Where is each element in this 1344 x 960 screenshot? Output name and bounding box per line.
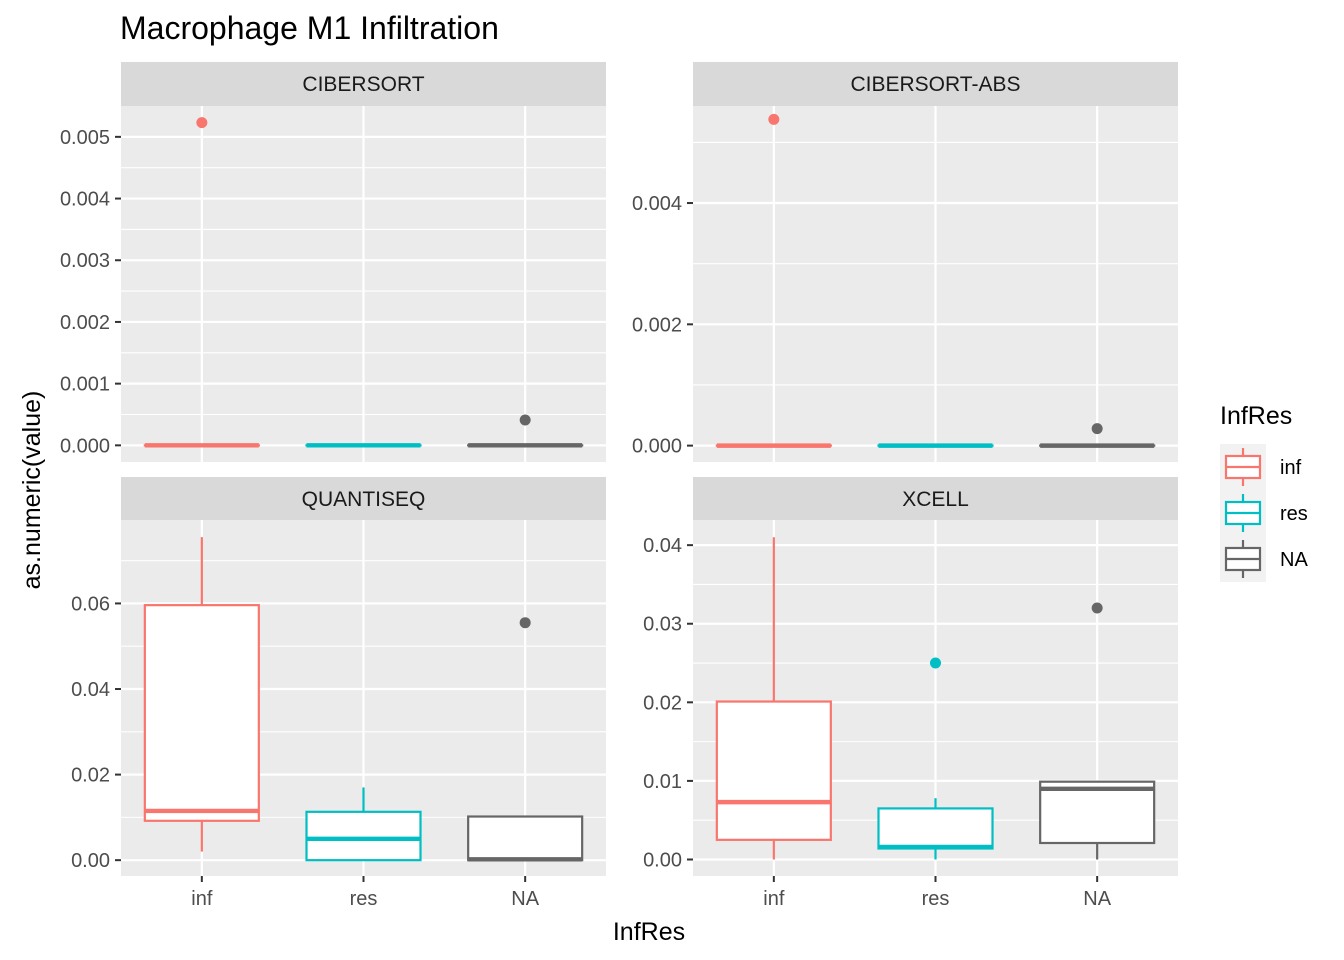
- box-res: [877, 657, 994, 860]
- x-tick-label: inf: [763, 888, 785, 910]
- legend-label: inf: [1280, 457, 1302, 479]
- y-tick-label: 0.004: [632, 193, 682, 215]
- y-tick-label: 0.005: [60, 127, 110, 149]
- legend-label: res: [1280, 503, 1308, 525]
- facet-panels: CIBERSORT0.0000.0010.0020.0030.0040.005C…: [60, 62, 1178, 910]
- iqr-box: [467, 815, 584, 862]
- box-na: [1039, 423, 1156, 448]
- facet-strip: [121, 477, 606, 521]
- box-inf: [715, 537, 832, 860]
- legend: InfRes inf res NA: [1220, 402, 1308, 582]
- legend-item-res: res: [1224, 494, 1308, 532]
- box-na: [467, 414, 584, 448]
- y-tick-label: 0.02: [71, 765, 110, 787]
- legend-title: InfRes: [1220, 402, 1292, 430]
- legend-item-na: NA: [1224, 540, 1308, 578]
- outlier-point: [930, 657, 941, 669]
- y-tick-label: 0.002: [632, 314, 682, 336]
- x-axis-title: InfRes: [613, 918, 685, 946]
- iqr-box: [877, 807, 994, 850]
- legend-item-inf: inf: [1224, 448, 1302, 486]
- y-axis-title: as.numeric(value): [18, 391, 46, 590]
- y-tick-label: 0.00: [71, 850, 110, 872]
- y-tick-label: 0.00: [643, 849, 682, 871]
- outlier-point: [1091, 423, 1103, 435]
- facet-panel: CIBERSORT 0.000 0.001 0.002 0.003 0.004 0.005: [60, 62, 606, 462]
- iqr-box: [305, 810, 422, 862]
- y-tick-label: 0.004: [60, 189, 110, 211]
- box-inf: [715, 113, 832, 448]
- facet-strip: [121, 62, 606, 106]
- facet-strip-label: XCELL: [902, 488, 969, 511]
- y-tick-label: 0.03: [643, 614, 682, 636]
- x-tick-label: res: [350, 888, 378, 910]
- facet-panel: CIBERSORT-ABS 0.000 0.002 0.004: [632, 62, 1178, 462]
- facet-panel: QUANTISEQ 0.00 0.02 0.04 0.06 inf res NA: [71, 477, 606, 910]
- iqr-box: [1039, 780, 1156, 845]
- y-tick-label: 0.04: [643, 535, 682, 557]
- legend-items: inf res NA: [1220, 444, 1308, 582]
- y-tick-label: 0.003: [60, 250, 110, 272]
- y-tick-label: 0.001: [60, 374, 110, 396]
- outlier-point: [519, 617, 531, 629]
- y-tick-label: 0.04: [71, 679, 110, 701]
- x-tick-label: NA: [1083, 888, 1111, 910]
- y-tick-label: 0.01: [643, 771, 682, 793]
- facet-strip-label: CIBERSORT: [302, 73, 424, 96]
- box-inf: [143, 117, 260, 448]
- x-tick-label: NA: [511, 888, 539, 910]
- outlier-point: [196, 117, 208, 129]
- outlier-point: [519, 414, 531, 426]
- facet-panel: XCELL 0.00 0.01 0.02 0.03 0.04 inf res NA: [643, 477, 1178, 910]
- y-tick-label: 0.06: [71, 593, 110, 615]
- iqr-box: [143, 604, 260, 822]
- iqr-box: [715, 700, 832, 841]
- facet-strip-label: CIBERSORT-ABS: [851, 73, 1021, 96]
- facet-strip: [693, 62, 1178, 106]
- outlier-point: [768, 113, 780, 125]
- box-inf: [143, 537, 260, 852]
- y-tick-label: 0.000: [632, 436, 682, 458]
- x-tick-label: inf: [191, 888, 213, 910]
- x-tick-label: res: [922, 888, 950, 910]
- legend-label: NA: [1280, 549, 1308, 571]
- box-res: [305, 787, 422, 862]
- y-tick-label: 0.000: [60, 435, 110, 457]
- box-na: [1039, 602, 1156, 860]
- chart-title: Macrophage M1 Infiltration: [120, 10, 499, 46]
- facet-strip-label: QUANTISEQ: [302, 488, 426, 511]
- y-tick-label: 0.002: [60, 312, 110, 334]
- outlier-point: [1091, 602, 1103, 614]
- y-tick-label: 0.02: [643, 692, 682, 714]
- facet-strip: [693, 477, 1178, 521]
- box-na: [467, 617, 584, 862]
